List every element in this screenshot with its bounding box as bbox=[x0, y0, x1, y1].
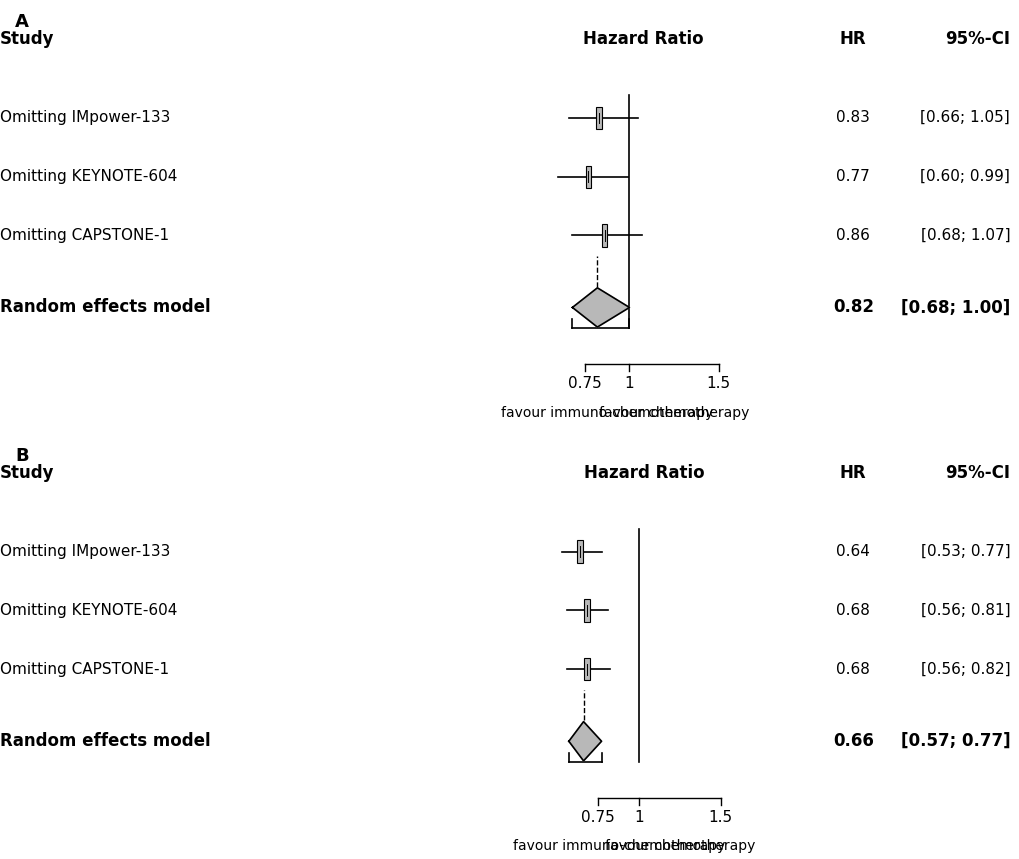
Bar bbox=[596, 107, 601, 129]
Text: Omitting CAPSTONE-1: Omitting CAPSTONE-1 bbox=[0, 228, 169, 243]
Text: Study: Study bbox=[0, 464, 54, 482]
Text: 0.82: 0.82 bbox=[832, 298, 873, 316]
Text: Omitting IMpower-133: Omitting IMpower-133 bbox=[0, 544, 170, 559]
Text: Random effects model: Random effects model bbox=[0, 298, 210, 316]
Text: [0.57; 0.77]: [0.57; 0.77] bbox=[900, 732, 1009, 750]
Text: Omitting KEYNOTE-604: Omitting KEYNOTE-604 bbox=[0, 603, 177, 618]
Text: 0.75: 0.75 bbox=[581, 810, 614, 825]
Text: [0.66; 1.05]: [0.66; 1.05] bbox=[919, 110, 1009, 125]
Text: HR: HR bbox=[839, 30, 866, 48]
Text: Omitting KEYNOTE-604: Omitting KEYNOTE-604 bbox=[0, 169, 177, 184]
Text: favour chemotherapy: favour chemotherapy bbox=[604, 839, 754, 853]
Text: A: A bbox=[15, 13, 30, 31]
Text: [0.56; 0.82]: [0.56; 0.82] bbox=[920, 661, 1009, 677]
Text: 95%-CI: 95%-CI bbox=[945, 464, 1009, 482]
Text: [0.68; 1.00]: [0.68; 1.00] bbox=[900, 298, 1009, 316]
Text: 1.5: 1.5 bbox=[706, 376, 730, 391]
Text: 0.68: 0.68 bbox=[836, 603, 869, 618]
Text: 1: 1 bbox=[624, 376, 634, 391]
Polygon shape bbox=[569, 722, 601, 761]
Bar bbox=[601, 224, 607, 247]
Text: 0.66: 0.66 bbox=[833, 732, 873, 750]
Text: [0.53; 0.77]: [0.53; 0.77] bbox=[920, 544, 1009, 559]
Text: 0.64: 0.64 bbox=[836, 544, 869, 559]
Text: 0.68: 0.68 bbox=[836, 661, 869, 677]
Polygon shape bbox=[572, 288, 629, 327]
Text: 0.86: 0.86 bbox=[836, 228, 869, 243]
Text: 0.83: 0.83 bbox=[836, 110, 869, 125]
Text: 0.75: 0.75 bbox=[568, 376, 601, 391]
Text: [0.56; 0.81]: [0.56; 0.81] bbox=[920, 603, 1009, 618]
Text: Omitting IMpower-133: Omitting IMpower-133 bbox=[0, 110, 170, 125]
Text: Omitting CAPSTONE-1: Omitting CAPSTONE-1 bbox=[0, 661, 169, 677]
Text: 1.5: 1.5 bbox=[708, 810, 733, 825]
Bar bbox=[577, 540, 583, 563]
Text: favour immuno-chemotherapy: favour immuno-chemotherapy bbox=[500, 405, 712, 419]
Text: [0.68; 1.07]: [0.68; 1.07] bbox=[920, 228, 1009, 243]
Text: [0.60; 0.99]: [0.60; 0.99] bbox=[919, 169, 1009, 184]
Text: 1: 1 bbox=[634, 810, 643, 825]
Text: 0.77: 0.77 bbox=[836, 169, 869, 184]
Text: Random effects model: Random effects model bbox=[0, 732, 210, 750]
Bar bbox=[585, 166, 591, 188]
Bar bbox=[583, 600, 589, 622]
Text: 95%-CI: 95%-CI bbox=[945, 30, 1009, 48]
Bar bbox=[583, 658, 589, 680]
Text: Study: Study bbox=[0, 30, 54, 48]
Text: Hazard Ratio: Hazard Ratio bbox=[583, 30, 703, 48]
Text: HR: HR bbox=[839, 464, 866, 482]
Text: favour chemotherapy: favour chemotherapy bbox=[598, 405, 749, 419]
Text: Hazard Ratio: Hazard Ratio bbox=[583, 464, 704, 482]
Text: favour immuno-chemotherapy: favour immuno-chemotherapy bbox=[512, 839, 725, 853]
Text: B: B bbox=[15, 447, 29, 465]
